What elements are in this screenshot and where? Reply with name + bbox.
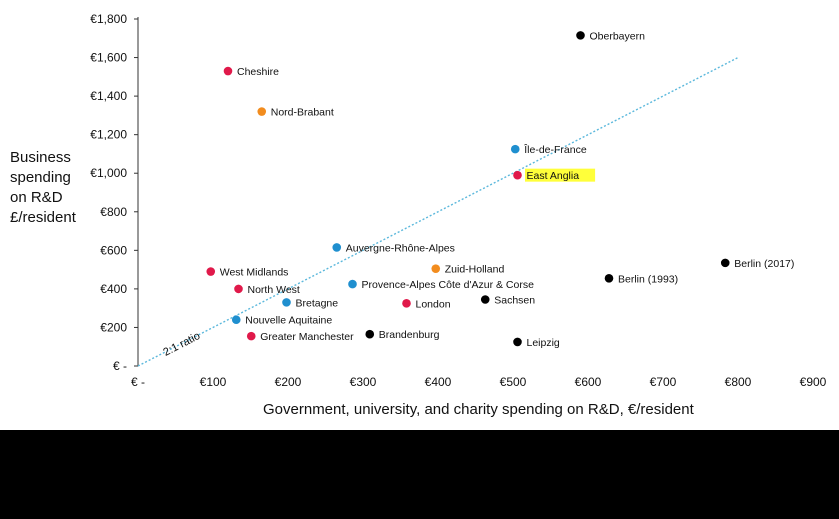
point-label: Berlin (1993) [618, 273, 678, 285]
point-label: Zuid-Holland [445, 264, 505, 276]
y-tick-label: €1,400 [90, 89, 127, 103]
data-point [282, 298, 291, 307]
data-point [206, 267, 216, 276]
data-point [510, 144, 520, 154]
y-tick-label: €400 [100, 282, 127, 296]
point-label: West Midlands [220, 267, 289, 279]
point-label: Oberbayern [590, 30, 646, 42]
data-point [576, 31, 585, 40]
x-tick-label: €700 [650, 375, 677, 389]
scatter-chart: € - €200 €400 €600 €800 €1,000 €1,200 €1,400 €1,… [90, 12, 827, 389]
y-axis-title-line: spending [10, 169, 71, 186]
x-tick-label: €100 [200, 375, 227, 389]
data-point [513, 170, 522, 180]
footer-band [0, 430, 839, 519]
y-tick-label: €1,600 [90, 51, 127, 65]
x-tick-label: €500 [500, 375, 527, 389]
y-tick-label: €1,200 [90, 128, 127, 142]
point-label: Bretagne [296, 297, 339, 309]
point-label: Provence-Alpes Côte d'Azur & Corse [362, 279, 535, 291]
y-tick-label: €200 [100, 320, 127, 334]
data-point [246, 331, 256, 341]
y-axis-title: Business spending on R&D £/resident [10, 148, 76, 228]
data-point [604, 273, 614, 283]
x-axis-title: Government, university, and charity spen… [263, 401, 694, 418]
x-tick-label: €800 [725, 375, 752, 389]
x-tick-label: €300 [350, 375, 377, 389]
x-tick-label: €600 [575, 375, 602, 389]
y-axis-title-line: £/resident [10, 209, 76, 226]
data-point [720, 258, 730, 268]
data-point [257, 107, 267, 116]
data-point [223, 66, 233, 76]
x-tick-label: €900 [800, 375, 827, 389]
y-tick-label: € - [113, 359, 127, 373]
data-point [402, 299, 411, 308]
data-point [513, 337, 522, 347]
ratio-line [137, 56, 739, 367]
data-point [231, 315, 241, 325]
y-axis-title-line: on R&D [10, 189, 63, 206]
point-label: Greater Manchester [260, 331, 354, 343]
data-point [332, 243, 342, 252]
point-label: Île-de-France [523, 143, 587, 156]
point-label: Berlin (2017) [734, 258, 794, 270]
y-tick-label: €1,800 [90, 12, 127, 26]
y-tick-label: €800 [100, 205, 127, 219]
data-point [348, 279, 357, 289]
data-point [480, 295, 490, 304]
x-tick-label: €400 [425, 375, 452, 389]
point-label-highlight [525, 168, 596, 182]
data-point [431, 264, 441, 273]
ratio-line-label: 2:1 ratio [161, 330, 202, 359]
data-point [365, 329, 375, 339]
point-label: Sachsen [494, 294, 535, 306]
y-axis-title-line: Business [10, 149, 71, 166]
plot-area: € - €200 €400 €600 €800 €1,000 €1,200 €1,400 €1,… [0, 0, 839, 430]
point-label: Auvergne-Rhône-Alpes [346, 242, 455, 254]
x-tick-label: €200 [275, 375, 302, 389]
point-label: Cheshire [237, 66, 279, 78]
point-label: Leipzig [527, 337, 560, 349]
data-point [234, 284, 243, 294]
point-label: London [416, 298, 451, 310]
point-label: Nouvelle Aquitaine [245, 315, 332, 327]
point-label: North West [248, 284, 300, 296]
point-label: Brandenburg [379, 329, 440, 341]
y-tick-label: €600 [100, 243, 127, 257]
point-label: East Anglia [527, 170, 580, 182]
x-tick-label: € - [131, 375, 145, 389]
y-tick-label: €1,000 [90, 166, 127, 180]
point-label: Nord-Brabant [271, 107, 334, 119]
